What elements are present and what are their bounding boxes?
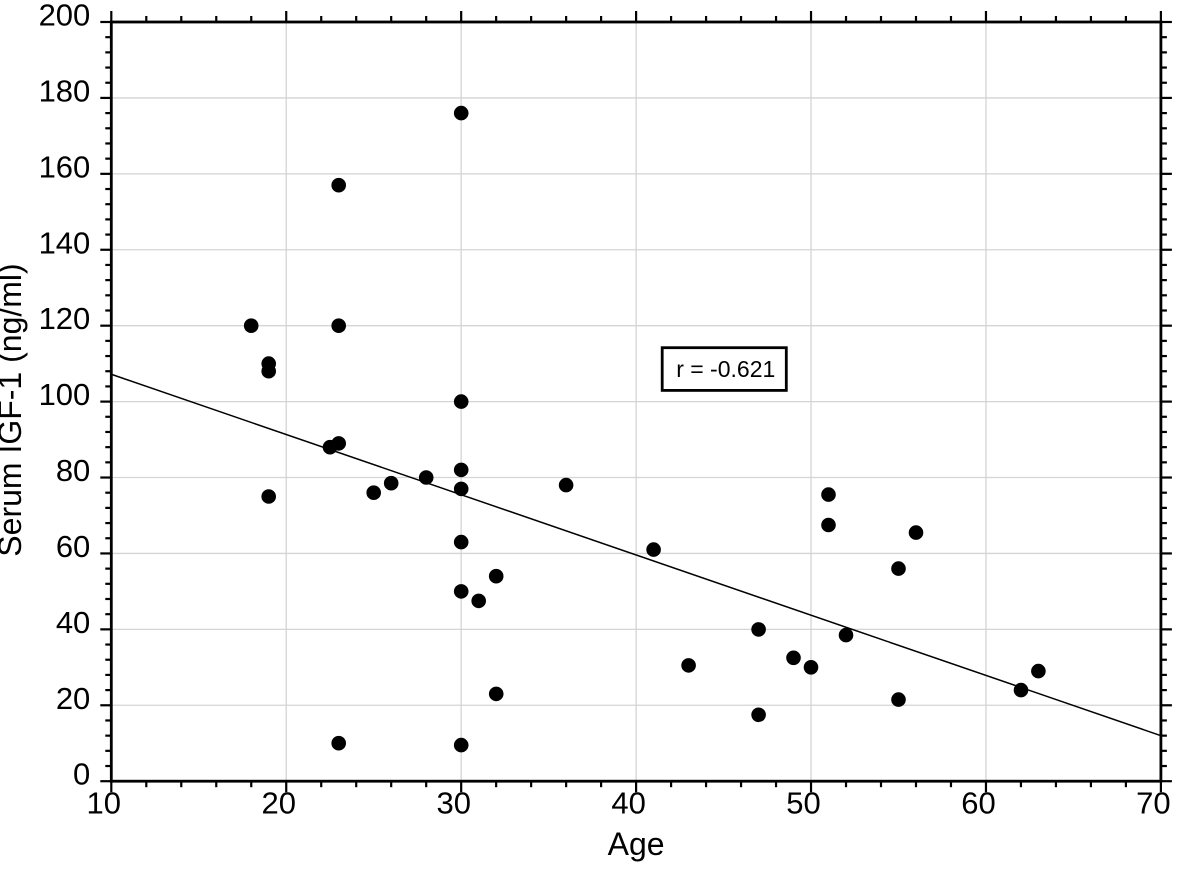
svg-text:10: 10: [87, 786, 121, 821]
svg-text:50: 50: [786, 786, 820, 821]
svg-text:30: 30: [436, 786, 470, 821]
svg-text:Age: Age: [608, 826, 665, 862]
svg-text:40: 40: [56, 605, 90, 640]
svg-text:120: 120: [39, 301, 91, 336]
svg-text:140: 140: [39, 225, 91, 260]
svg-text:20: 20: [56, 681, 90, 716]
svg-text:40: 40: [611, 786, 645, 821]
svg-text:80: 80: [56, 453, 90, 488]
svg-text:70: 70: [1136, 786, 1170, 821]
svg-text:20: 20: [261, 786, 295, 821]
svg-text:Serum IGF-1 (ng/ml): Serum IGF-1 (ng/ml): [0, 263, 28, 556]
svg-text:60: 60: [961, 786, 995, 821]
svg-text:60: 60: [56, 529, 90, 564]
svg-text:r = -0.621: r = -0.621: [676, 356, 775, 382]
svg-text:180: 180: [39, 73, 91, 108]
svg-text:100: 100: [39, 377, 91, 412]
svg-text:160: 160: [39, 149, 91, 184]
svg-text:200: 200: [39, 0, 91, 33]
